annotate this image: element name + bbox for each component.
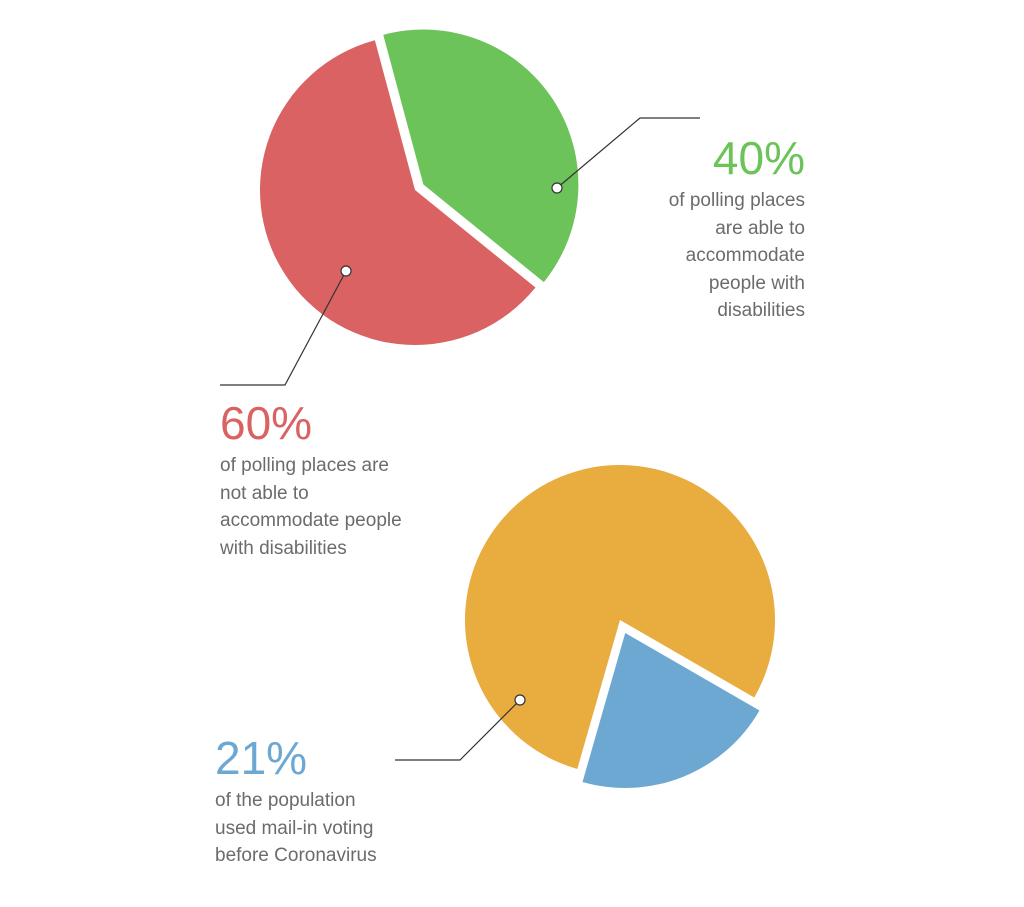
callout-red-text: of polling places are not able to accomm… [220,452,450,562]
callout-green-text: of polling places are able to accommodat… [625,187,805,325]
callout-green: 40% of polling places are able to accomm… [625,135,805,325]
callout-red-percent: 60% [220,400,450,446]
callout-green-percent: 40% [625,135,805,181]
chart-canvas [0,0,1024,907]
callout-blue-text: of the population used mail-in voting be… [215,787,445,870]
leader-marker [552,183,562,193]
leader-marker [341,266,351,276]
callout-blue-percent: 21% [215,735,445,781]
infographic-root: 40% of polling places are able to accomm… [0,0,1024,907]
callout-blue: 21% of the population used mail-in votin… [215,735,445,870]
leader-marker [515,695,525,705]
callout-red: 60% of polling places are not able to ac… [220,400,450,562]
